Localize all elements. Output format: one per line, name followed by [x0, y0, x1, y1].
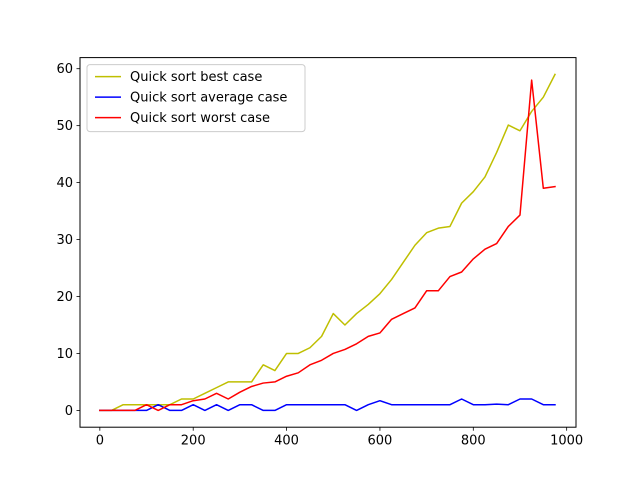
legend-box: [86, 64, 306, 133]
legend-label-2: Quick sort average case: [130, 91, 287, 106]
series-line-1: [99, 73, 556, 412]
plot-frame: [79, 57, 577, 428]
series-layer: [99, 73, 556, 412]
series-line-3: [99, 79, 556, 412]
legend: Quick sort best case Quick sort average c…: [86, 64, 306, 133]
y-tick-label: 0: [65, 404, 73, 419]
y-tick-label: 30: [56, 233, 73, 248]
x-tick-label: 600: [368, 434, 393, 449]
y-tick-label: 10: [56, 347, 73, 362]
x-tick-label: 1000: [550, 434, 583, 449]
x-tick-label: 400: [274, 434, 299, 449]
y-tick-label: 20: [56, 290, 73, 305]
legend-label-3: Quick sort worst case: [130, 111, 270, 126]
axis-layer: 0 200 400 600 800 1000 0 10 20 30 40 50 60: [56, 62, 583, 448]
x-tick-label: 800: [461, 434, 486, 449]
y-tick-label: 60: [56, 62, 73, 77]
series-line-2: [99, 398, 556, 412]
y-tick-label: 50: [56, 119, 73, 134]
y-tick-label: 40: [56, 176, 73, 191]
x-tick-label: 0: [96, 434, 104, 449]
x-tick-label: 200: [181, 434, 206, 449]
legend-label-1: Quick sort best case: [130, 70, 262, 85]
